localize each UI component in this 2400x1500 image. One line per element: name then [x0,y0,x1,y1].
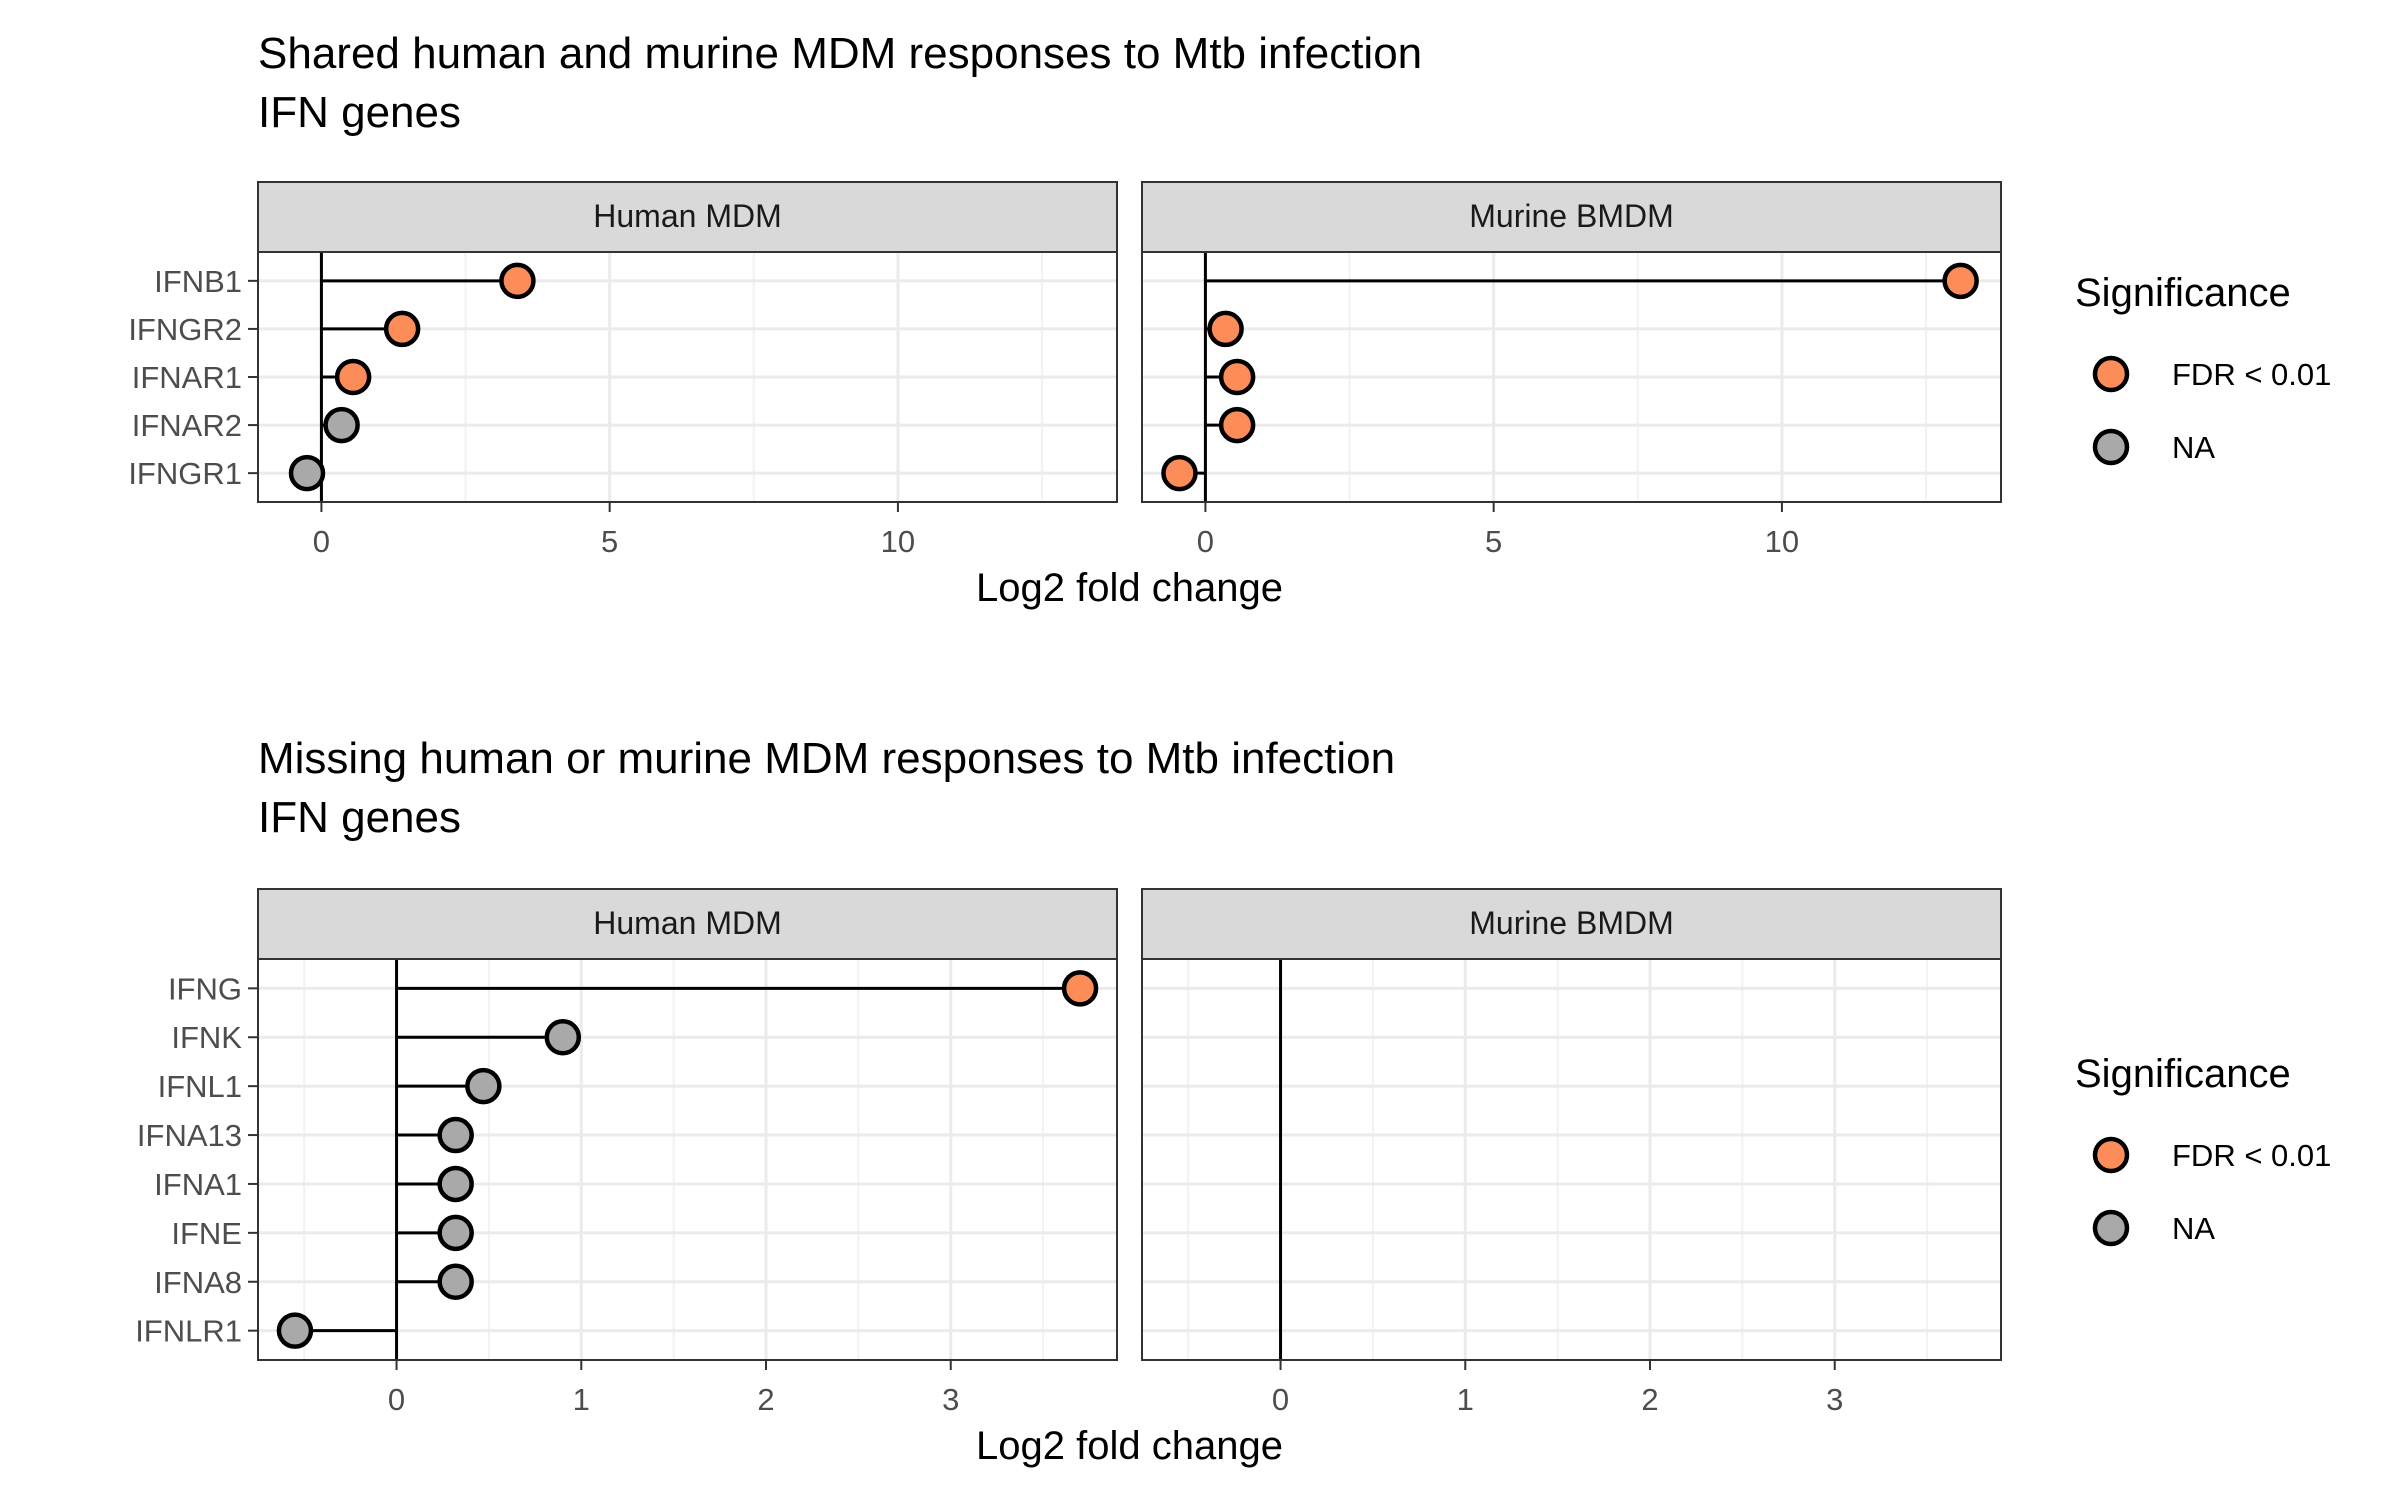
x-tick-label: 0 [388,1382,405,1417]
x-tick-label: 5 [601,524,618,559]
legend-key-2 [2092,428,2130,466]
y-tick-label: IFNL1 [158,1069,242,1104]
x-tick-label: 2 [1641,1382,1658,1417]
x-tick-label: 10 [881,524,915,559]
legend-label-1: FDR < 0.01 [2172,357,2331,392]
legend-label-2: NA [2172,430,2215,465]
legend-title: Significance [2075,271,2291,315]
x-tick-label: 1 [573,1382,590,1417]
x-tick-label: 0 [1197,524,1214,559]
legend-title: Significance [2075,1052,2291,1096]
data-point-ifnl1 [465,1067,502,1105]
x-tick-label: 1 [1457,1382,1474,1417]
x-tick-label: 3 [1826,1382,1843,1417]
y-tick-label: IFNG [168,971,242,1006]
y-tick-label: IFNGR1 [128,456,242,491]
chart-subtitle: IFN genes [258,793,461,842]
legend-label-1: FDR < 0.01 [2172,1138,2331,1173]
x-axis-title: Log2 fold change [976,566,1283,610]
panel-border [1141,251,2002,503]
y-tick-label: IFNAR2 [132,408,242,443]
y-tick-label: IFNA13 [137,1118,242,1153]
legend-key-2 [2092,1209,2130,1247]
y-tick-label: IFNLR1 [135,1314,242,1349]
y-tick-label: IFNGR2 [128,312,242,347]
facet-strip [257,181,1118,253]
facet-strip [1141,888,2002,960]
facet-label: Murine BMDM [1469,905,1673,941]
facet-human-mdm: Human MDM 0 5 10 IFNB1 IFNGR2 IFNAR1 IFNAR2 IFNG… [128,181,1118,559]
x-tick-label: 0 [1272,1382,1289,1417]
legend-label-2: NA [2172,1211,2215,1246]
data-point-ifngr2 [383,310,421,348]
y-tick-label: IFNAR1 [132,360,242,395]
chart-title: Shared human and murine MDM responses to… [258,29,1422,78]
facet-label: Human MDM [593,198,781,234]
data-point-ifnlr1 [276,1312,314,1349]
legend: Significance FDR < 0.01 NA [2075,271,2331,466]
chart-title: Missing human or murine MDM responses to… [258,734,1395,783]
x-tick-label: 0 [313,524,330,559]
chart-2: Missing human or murine MDM responses to… [135,734,2331,1468]
data-point-ifnar2 [323,406,360,444]
data-point-ifngr1 [288,454,326,492]
data-point-ifnk [544,1018,582,1056]
facet-label: Murine BMDM [1469,198,1673,234]
data-point-ifna13 [437,1116,474,1154]
panel-background [1142,959,2001,1360]
y-tick-label: IFNA1 [154,1167,242,1202]
data-point-ifna1 [437,1165,474,1203]
legend-key-1 [2092,355,2130,393]
facet-murine-bmdm: Murine BMDM 0 1 2 3 [1141,888,2002,1417]
data-point-ifngr1 [1161,454,1198,492]
chart-1: Shared human and murine MDM responses to… [128,29,2331,610]
facet-murine-bmdm: Murine BMDM 0 5 10 [1141,181,2002,559]
panel-border [1141,958,2002,1361]
x-axis-title: Log2 fold change [976,1424,1283,1468]
data-point-ifnar1 [1218,358,1256,396]
panel-background [258,959,1117,1360]
panel-border [257,958,1118,1361]
data-point-ifng [1061,970,1099,1007]
data-point-ifna8 [437,1263,474,1301]
x-tick-label: 3 [942,1382,959,1417]
data-point-ifne [437,1214,474,1252]
facet-human-mdm: Human MDM 0 1 2 3 IFNG IFNK IFNL1 IFNA13 IFNA1 IFN… [135,888,1118,1417]
legend: Significance FDR < 0.01 NA [2075,1052,2331,1247]
y-tick-label: IFNK [171,1020,242,1055]
data-point-ifnb1 [499,262,536,300]
data-point-ifnar2 [1218,406,1256,444]
x-tick-label: 2 [757,1382,774,1417]
data-point-ifngr2 [1207,310,1244,348]
x-tick-label: 10 [1765,524,1799,559]
y-tick-label: IFNA8 [154,1265,242,1300]
data-point-ifnar1 [334,358,372,396]
y-tick-label: IFNE [171,1216,242,1251]
x-tick-label: 5 [1485,524,1502,559]
facet-label: Human MDM [593,905,781,941]
y-tick-label: IFNB1 [154,264,242,299]
facet-strip [257,888,1118,960]
legend-key-1 [2092,1136,2130,1174]
chart-subtitle: IFN genes [258,88,461,137]
data-point-ifnb1 [1942,262,1979,300]
